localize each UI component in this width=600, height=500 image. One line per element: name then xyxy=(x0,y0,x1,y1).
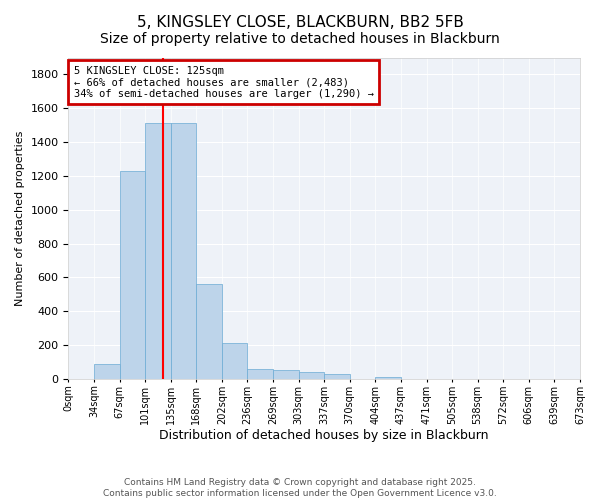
Bar xyxy=(299,372,324,379)
Bar xyxy=(324,374,350,379)
Bar xyxy=(196,284,222,379)
Bar xyxy=(376,377,401,379)
Y-axis label: Number of detached properties: Number of detached properties xyxy=(15,130,25,306)
Bar xyxy=(94,364,119,379)
Text: Size of property relative to detached houses in Blackburn: Size of property relative to detached ho… xyxy=(100,32,500,46)
Bar xyxy=(145,124,171,379)
Bar xyxy=(171,124,196,379)
Text: Contains HM Land Registry data © Crown copyright and database right 2025.
Contai: Contains HM Land Registry data © Crown c… xyxy=(103,478,497,498)
Bar xyxy=(119,171,145,379)
Bar xyxy=(247,368,273,379)
Bar xyxy=(273,370,299,379)
Text: 5 KINGSLEY CLOSE: 125sqm
← 66% of detached houses are smaller (2,483)
34% of sem: 5 KINGSLEY CLOSE: 125sqm ← 66% of detach… xyxy=(74,66,374,98)
X-axis label: Distribution of detached houses by size in Blackburn: Distribution of detached houses by size … xyxy=(160,430,489,442)
Bar xyxy=(222,344,247,379)
Text: 5, KINGSLEY CLOSE, BLACKBURN, BB2 5FB: 5, KINGSLEY CLOSE, BLACKBURN, BB2 5FB xyxy=(137,15,463,30)
